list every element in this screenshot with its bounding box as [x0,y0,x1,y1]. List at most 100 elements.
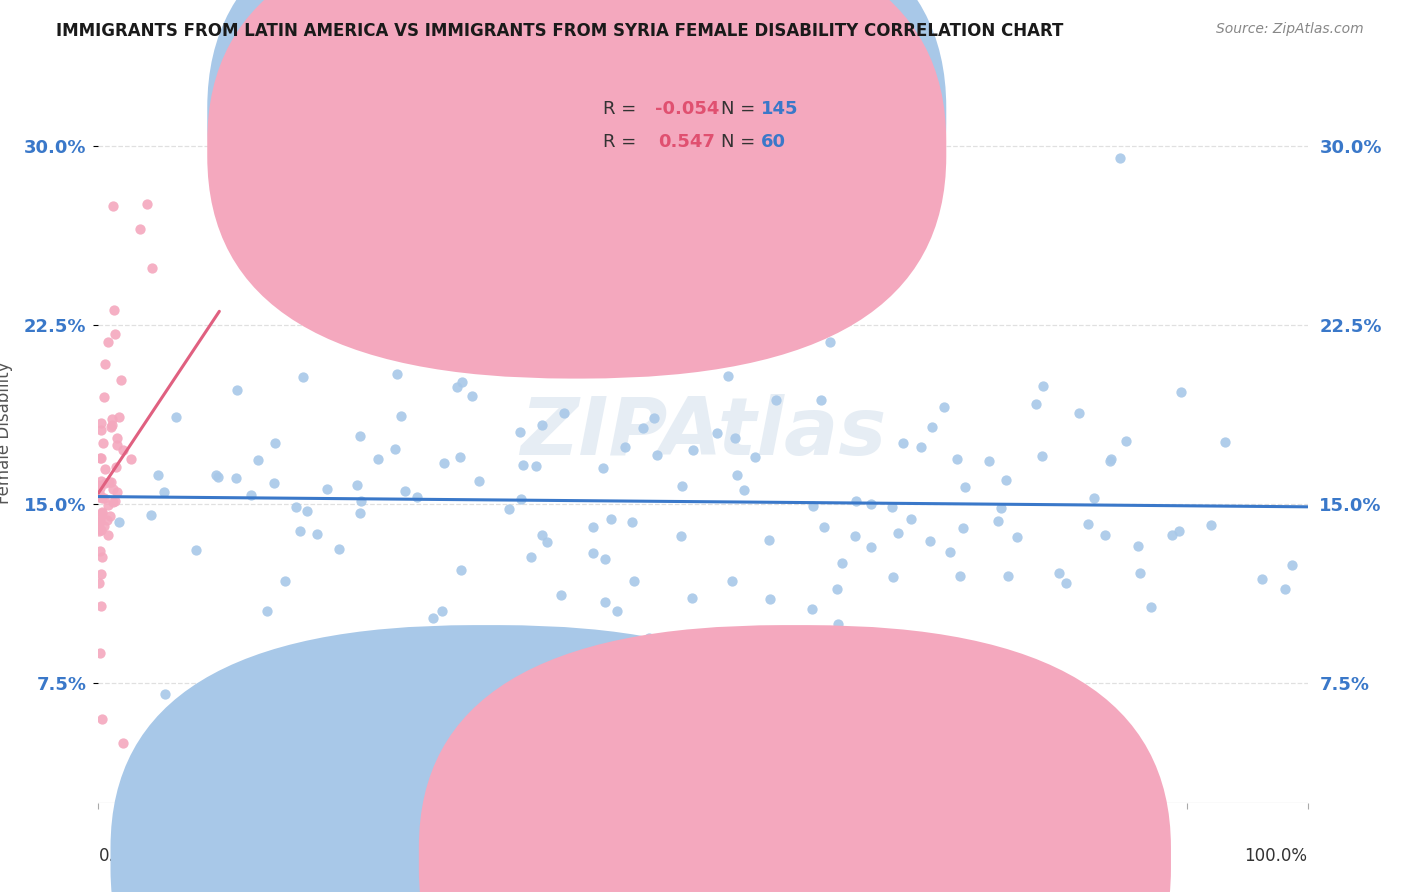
Point [105,431,128,445]
Point [468,475,491,489]
Point [89,514,111,528]
Point [432,604,454,618]
Point [172,719,194,733]
Point [593,552,616,566]
Point [1094,528,1116,542]
Point [606,604,628,618]
Point [523,318,546,332]
Point [887,525,910,540]
Point [90,423,112,437]
Point [422,611,444,625]
FancyBboxPatch shape [207,0,946,378]
Point [141,261,163,276]
Point [207,469,229,483]
Point [880,500,903,514]
Text: N =: N = [721,134,761,152]
Point [939,545,962,559]
Point [446,380,468,394]
Point [531,418,554,433]
Point [105,485,128,500]
Text: 100.0%: 100.0% [1244,847,1308,865]
Point [1161,528,1184,542]
Point [920,534,942,549]
Point [90,491,112,505]
Point [349,429,371,443]
Point [1005,530,1028,544]
Point [97,334,120,349]
Point [94,462,117,476]
Point [681,591,703,605]
Point [89,646,111,660]
Point [406,490,429,504]
Point [949,568,972,582]
Point [721,574,744,588]
Point [146,468,169,483]
Point [733,483,755,497]
Point [89,451,111,466]
Point [859,540,882,554]
Point [744,450,766,464]
Point [845,494,868,508]
Point [860,497,883,511]
Point [100,420,122,434]
Point [225,383,247,397]
Point [305,527,328,541]
Text: Immigrants from Syria: Immigrants from Syria [815,849,1002,867]
Point [669,529,692,543]
Text: IMMIGRANTS FROM LATIN AMERICA VS IMMIGRANTS FROM SYRIA FEMALE DISABILITY CORRELA: IMMIGRANTS FROM LATIN AMERICA VS IMMIGRA… [56,22,1063,40]
Point [349,506,371,520]
Point [389,409,412,423]
Point [284,500,307,514]
Point [239,488,262,502]
Point [758,533,780,547]
Point [87,516,110,530]
Point [104,459,127,474]
Point [671,479,693,493]
Point [94,476,117,491]
Point [990,500,1012,515]
Point [1109,151,1132,165]
Point [315,482,337,496]
Text: Source: ZipAtlas.com: Source: ZipAtlas.com [1216,22,1364,37]
Point [292,369,315,384]
Point [104,326,127,341]
Point [90,599,112,614]
Point [256,604,278,618]
Text: ZIPAtlas: ZIPAtlas [520,393,886,472]
Point [89,487,111,501]
Point [103,482,125,496]
Point [592,461,614,475]
Point [89,543,111,558]
Point [346,478,368,492]
Point [98,508,121,523]
Point [593,594,616,608]
Point [103,303,125,318]
Point [643,411,665,425]
Point [93,390,115,404]
Point [519,549,541,564]
Point [844,529,866,543]
Point [813,520,835,534]
Text: 145: 145 [761,100,799,118]
Point [105,438,128,452]
Point [246,452,269,467]
Point [891,436,914,450]
Point [707,664,730,678]
Point [328,542,350,557]
Point [825,582,848,596]
Point [101,412,124,426]
Point [987,514,1010,528]
Point [817,626,839,640]
Text: 0.547: 0.547 [658,134,716,152]
Point [1274,582,1296,596]
Point [110,373,132,387]
Point [536,535,558,549]
Point [510,491,533,506]
Point [882,570,904,584]
Text: -0.054: -0.054 [655,100,718,118]
Point [1281,558,1303,572]
Point [830,631,852,645]
Point [631,420,654,434]
Point [706,425,728,440]
Point [1250,572,1272,586]
